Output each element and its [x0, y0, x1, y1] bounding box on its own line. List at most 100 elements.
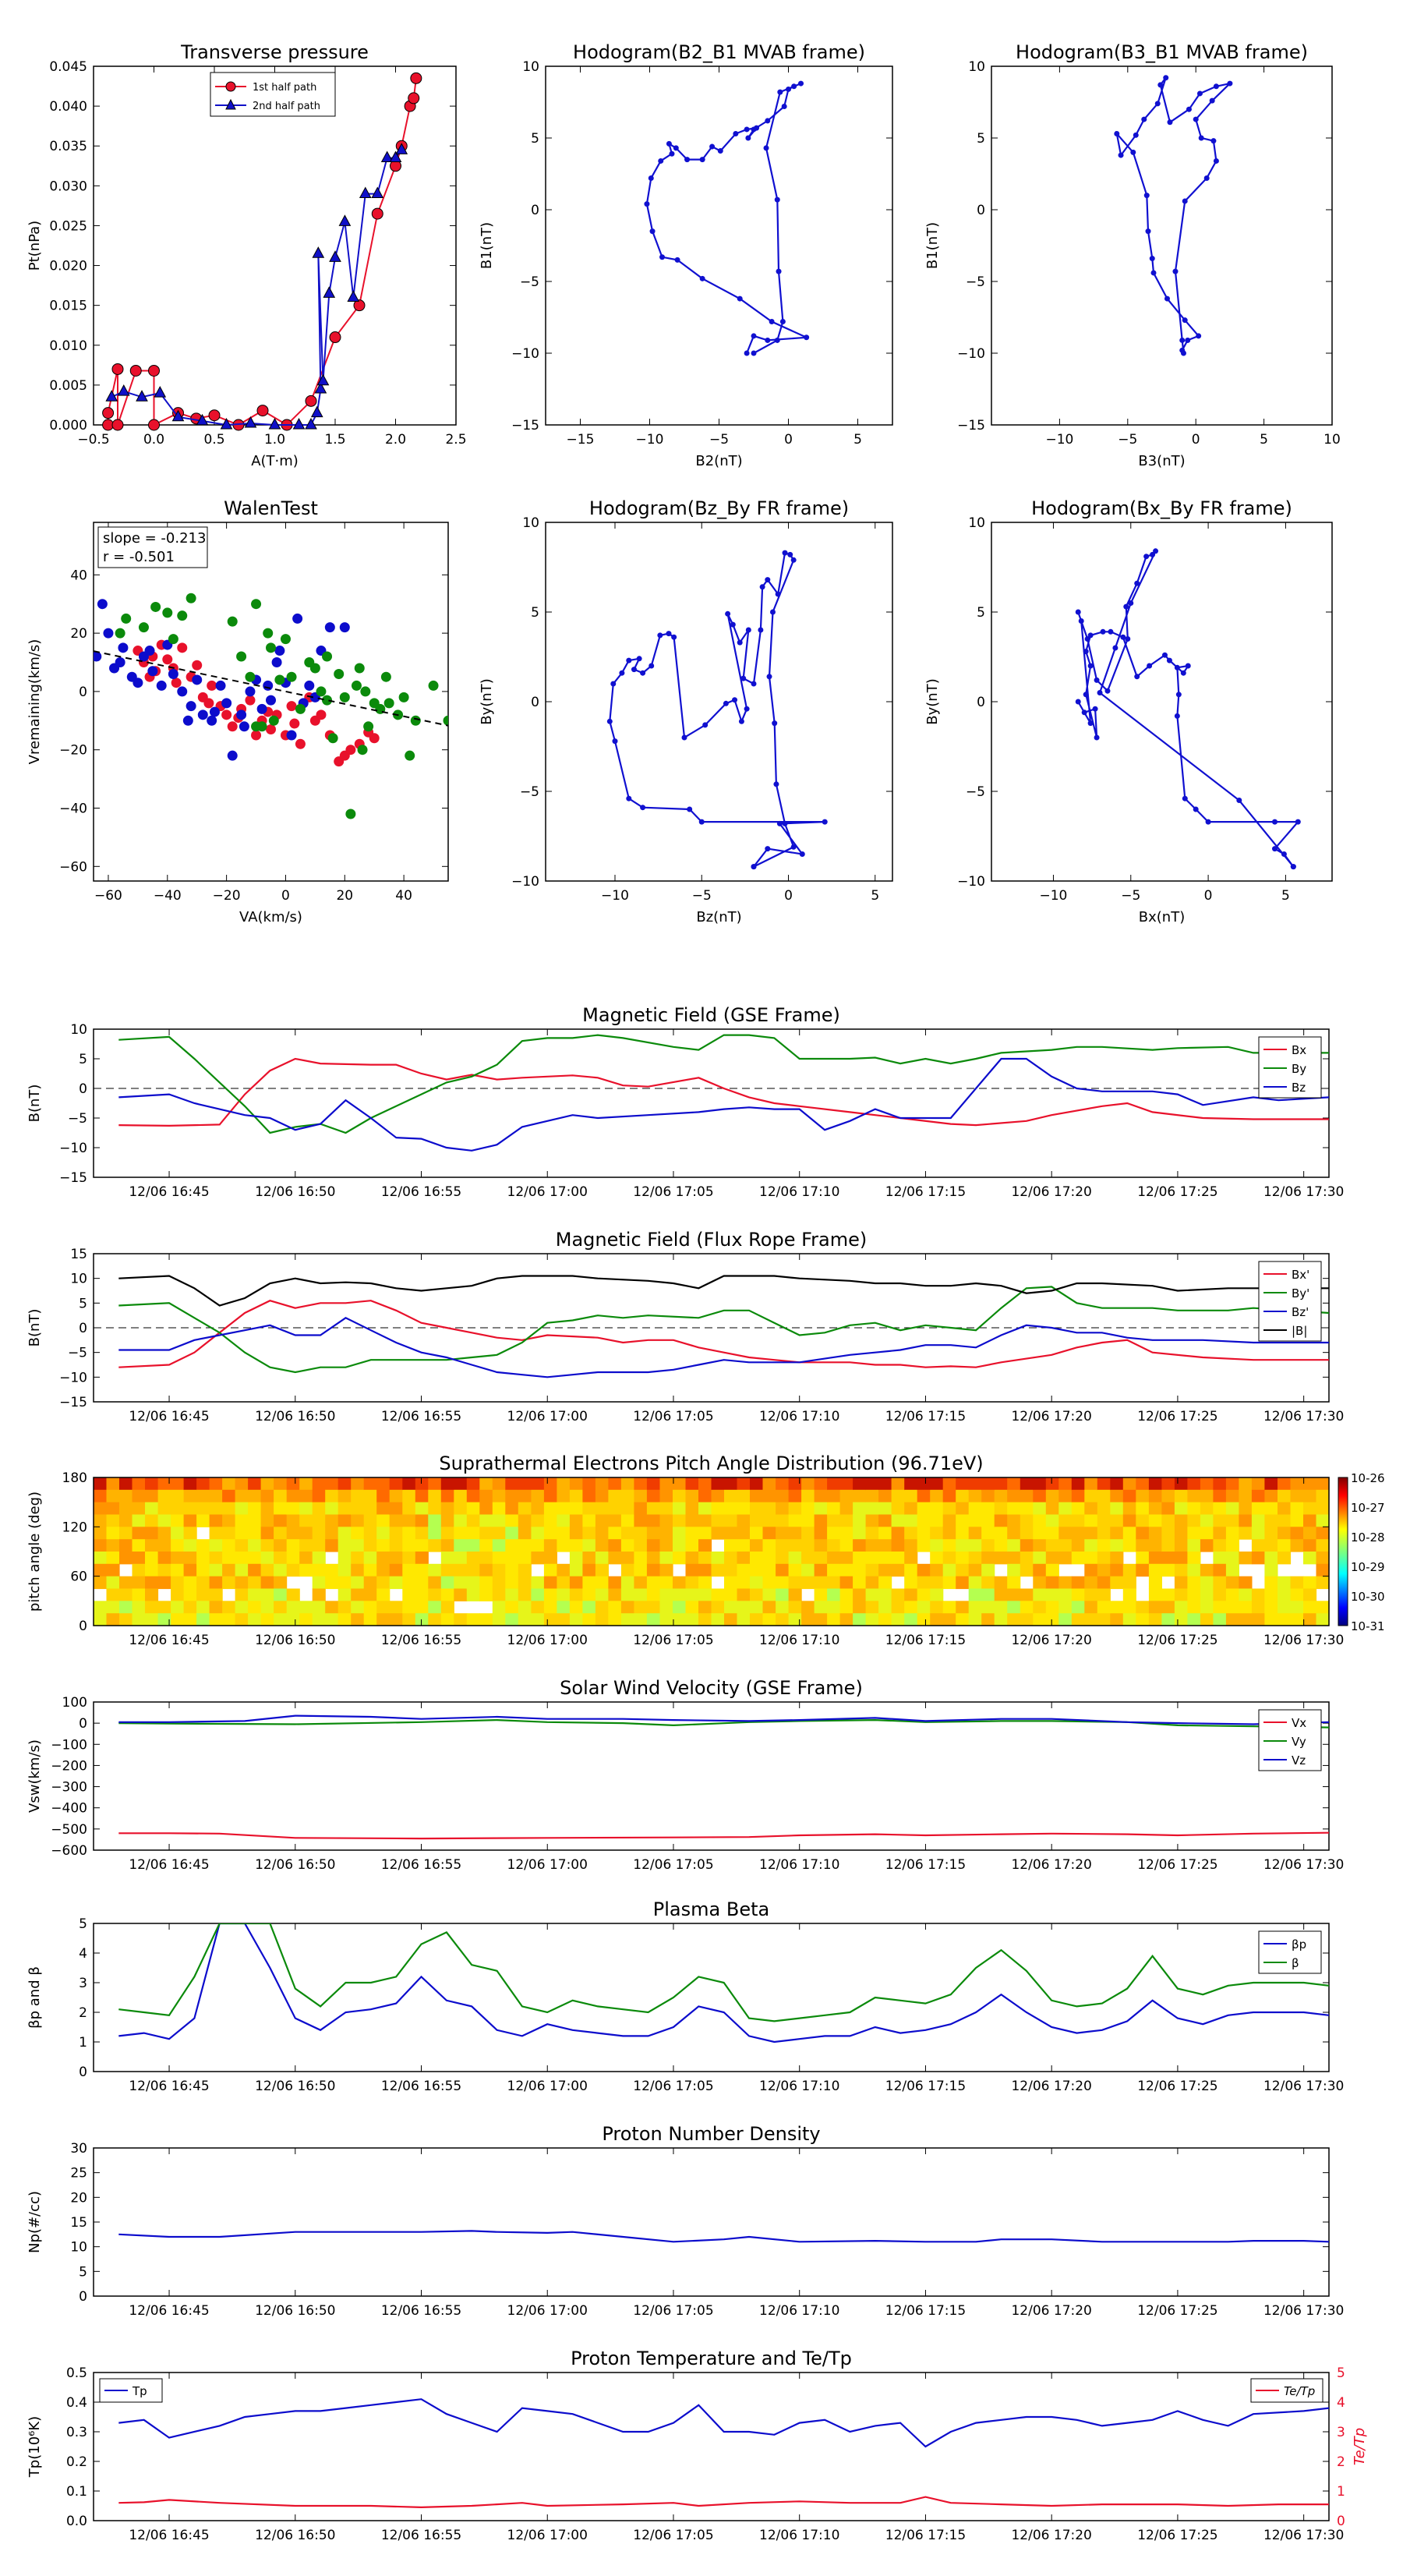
series-line-2: [118, 1714, 1329, 1725]
hodogram-point: [798, 80, 804, 87]
heatmap-cell: [119, 1514, 133, 1527]
heatmap-cell: [1084, 1539, 1098, 1552]
y-tick-label: 5: [977, 605, 985, 621]
heatmap-cell: [968, 1514, 982, 1527]
heatmap-cell: [659, 1477, 673, 1491]
heatmap-cell: [698, 1576, 712, 1590]
hodogram-point: [765, 577, 771, 583]
hodogram-point: [1097, 690, 1103, 695]
heatmap-cell: [1278, 1601, 1292, 1614]
heatmap-cell: [222, 1563, 236, 1577]
heatmap-cell: [286, 1477, 300, 1491]
heatmap-cell: [402, 1502, 416, 1516]
hodogram-point: [1143, 554, 1150, 560]
heatmap-cell: [505, 1489, 519, 1503]
heatmap-cell: [659, 1489, 673, 1503]
heatmap-cell: [1225, 1552, 1239, 1565]
hodogram-point: [1104, 688, 1111, 694]
hodogram-point: [730, 621, 736, 628]
heatmap-cell: [1148, 1514, 1162, 1527]
heatmap-cell: [1290, 1502, 1304, 1516]
heatmap-cell: [479, 1613, 493, 1626]
heatmap-cell: [776, 1502, 790, 1516]
data-point: [305, 417, 317, 430]
heatmap-cell: [299, 1527, 313, 1540]
heatmap-cell: [634, 1502, 648, 1516]
heatmap-cell: [402, 1527, 416, 1540]
heatmap-cell: [595, 1601, 609, 1614]
y-tick-label: 40: [70, 568, 87, 583]
heatmap-cell: [1110, 1527, 1124, 1540]
heatmap-cell: [1148, 1613, 1162, 1626]
heatmap-cell: [839, 1539, 853, 1552]
chart-title: Plasma Beta: [653, 1898, 769, 1920]
heatmap-cell: [183, 1563, 197, 1577]
heatmap-cell: [171, 1601, 185, 1614]
heatmap-cell: [904, 1539, 918, 1552]
heatmap-cell: [557, 1613, 571, 1626]
heatmap-cell: [351, 1477, 365, 1491]
y-tick-label: 10: [70, 2240, 87, 2256]
heatmap-cell: [737, 1588, 751, 1601]
chart-title: Suprathermal Electrons Pitch Angle Distr…: [439, 1453, 983, 1474]
heatmap-cell: [94, 1502, 108, 1516]
heatmap-cell: [956, 1489, 970, 1503]
scatter-point: [410, 715, 421, 726]
heatmap-cell: [402, 1489, 416, 1503]
heatmap-cell: [788, 1588, 802, 1601]
scatter-point: [334, 756, 345, 767]
heatmap-cell: [1007, 1613, 1021, 1626]
scatter-point: [351, 680, 362, 691]
heatmap-cell: [878, 1563, 892, 1577]
heatmap-cell: [415, 1514, 429, 1527]
heatmap-cell: [518, 1527, 532, 1540]
hodogram-point: [684, 157, 691, 163]
heatmap-cell: [1316, 1514, 1330, 1527]
data-point: [148, 419, 160, 431]
scatter-point: [215, 680, 226, 691]
heatmap-cell: [376, 1563, 391, 1577]
y-tick-label: −100: [51, 1737, 87, 1753]
data-point: [410, 72, 422, 84]
y-tick-label: 100: [62, 1695, 87, 1711]
heatmap-cell: [222, 1502, 236, 1516]
scatter-point: [322, 695, 333, 706]
heatmap-cell: [196, 1601, 210, 1614]
heatmap-cell: [646, 1527, 660, 1540]
x-tick-label: 5: [1260, 432, 1268, 448]
legend-label: Vx: [1292, 1716, 1306, 1730]
hodogram-point: [671, 634, 677, 640]
heatmap-cell: [776, 1514, 790, 1527]
heatmap-cell: [1264, 1514, 1278, 1527]
x-tick-label: −5: [692, 888, 712, 904]
heatmap-cell: [1316, 1489, 1330, 1503]
heatmap-cell: [157, 1563, 171, 1577]
heatmap-cell: [634, 1613, 648, 1626]
heatmap-cell: [235, 1613, 249, 1626]
scatter-point: [245, 686, 256, 697]
heatmap-cell: [968, 1601, 982, 1614]
heatmap-cell: [685, 1539, 699, 1552]
heatmap-cell: [531, 1489, 545, 1503]
heatmap-cell: [1148, 1477, 1162, 1491]
heatmap-cell: [518, 1552, 532, 1565]
heatmap-cell: [376, 1477, 391, 1491]
heatmap-cell: [1187, 1527, 1201, 1540]
hodogram-point: [626, 657, 632, 663]
hodogram-point: [702, 722, 709, 728]
heatmap-cell: [1303, 1613, 1317, 1626]
heatmap-cell: [94, 1514, 108, 1527]
heatmap-cell: [260, 1477, 274, 1491]
hodogram-point: [698, 819, 705, 825]
heatmap-cell: [620, 1613, 634, 1626]
heatmap-cell: [839, 1502, 853, 1516]
heatmap-cell: [1136, 1527, 1150, 1540]
heatmap-cell: [389, 1502, 403, 1516]
y-axis-label: B(nT): [27, 1085, 43, 1123]
heatmap-cell: [853, 1576, 867, 1590]
heatmap-cell: [776, 1552, 790, 1565]
heatmap-cell: [737, 1563, 751, 1577]
heatmap-cell: [312, 1477, 326, 1491]
heatmap-cell: [145, 1563, 159, 1577]
